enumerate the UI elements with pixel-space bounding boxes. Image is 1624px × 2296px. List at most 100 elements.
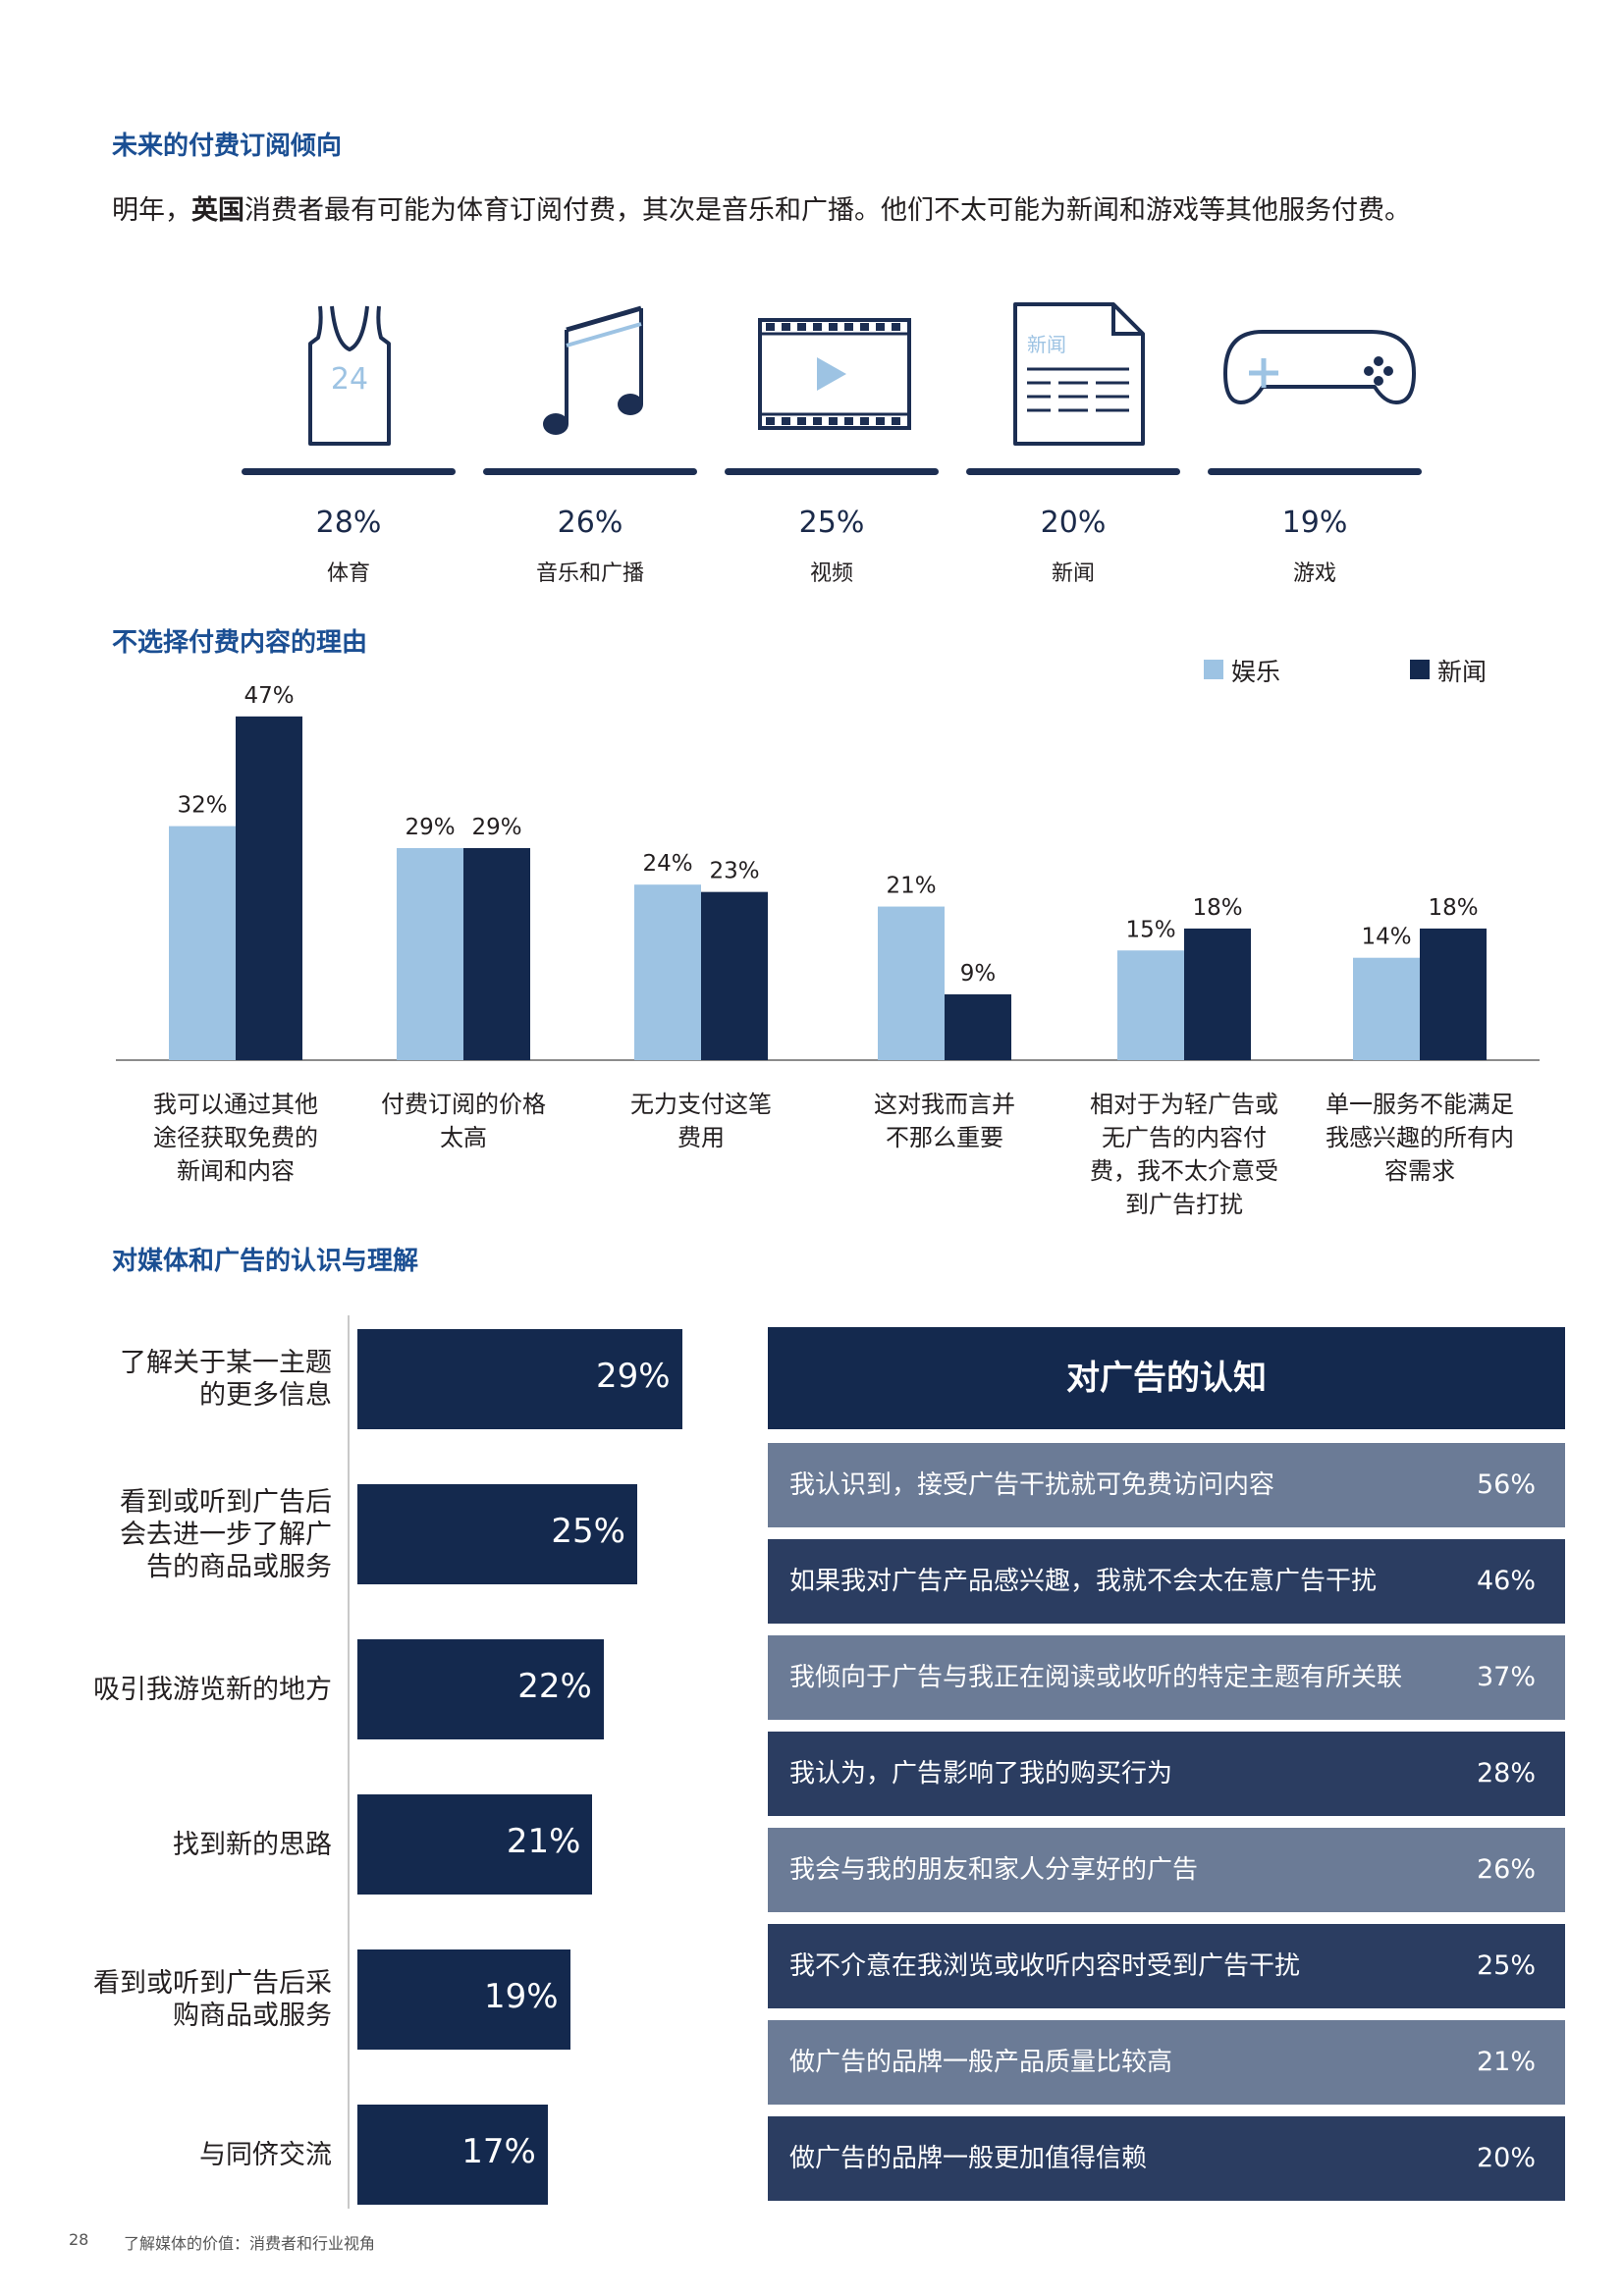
category-label-line: 到广告打扰 (1125, 1191, 1243, 1218)
game-controller-icon (1223, 294, 1420, 452)
icon-rule (483, 468, 697, 475)
section-title-perception: 对媒体和广告的认识与理解 (112, 1247, 419, 1276)
bar-value-label: 29% (471, 815, 521, 840)
icon-value-label: 20% (1040, 506, 1107, 540)
bar-news (463, 847, 530, 1060)
category-label-line: 我感兴趣的所有内 (1326, 1124, 1514, 1151)
bar-value-label: 24% (642, 851, 692, 877)
perception-statement: 做广告的品牌一般产品质量比较高 (789, 2048, 1173, 2077)
basketball-jersey-icon: 24 (259, 294, 456, 452)
icon-category-label: 视频 (809, 561, 853, 586)
icon-value-label: 25% (798, 506, 865, 540)
category-label: 付费订阅的价格 太高 (355, 1088, 571, 1154)
icon-value-label: 19% (1281, 506, 1348, 540)
category-label-line: 不那么重要 (886, 1124, 1003, 1151)
icon-rule (966, 468, 1180, 475)
video-film-icon (754, 294, 950, 452)
music-note-icon (509, 294, 705, 452)
perception-value: 20% (1476, 2143, 1536, 2173)
icon-category-label: 体育 (326, 561, 370, 586)
perception-value: 26% (1476, 1854, 1536, 1885)
hbar-category-line: 购商品或服务 (173, 2001, 332, 2031)
category-label-line: 付费订阅的价格 (381, 1091, 546, 1118)
bar-entertainment (169, 826, 236, 1060)
hbar-category-label: 与同侪交流 (199, 2139, 332, 2171)
hbar-value-label: 29% (596, 1357, 671, 1396)
section-title-reasons: 不选择付费内容的理由 (112, 628, 368, 658)
perception-statement: 做广告的品牌一般更加值得信赖 (789, 2144, 1148, 2173)
perception-statement: 我倾向于广告与我正在阅读或收听的特定主题有所关联 (789, 1663, 1403, 1692)
hbar-value-label: 17% (461, 2132, 536, 2171)
bar-entertainment (878, 906, 945, 1060)
hbar-category-line: 的更多信息 (199, 1380, 332, 1411)
bar-value-label: 47% (244, 683, 294, 709)
bar-value-label: 9% (960, 961, 997, 987)
category-label-line: 我可以通过其他 (153, 1091, 318, 1118)
bar-value-label: 18% (1192, 895, 1242, 921)
category-label: 单一服务不能满足 我感兴趣的所有内 容需求 (1312, 1088, 1528, 1188)
perception-statement: 如果我对广告产品感兴趣，我就不会太在意广告干扰 (789, 1567, 1378, 1596)
intro-text-post: 消费者最有可能为体育订阅付费，其次是音乐和广播。他们不太可能为新闻和游戏等其他服… (244, 195, 1411, 226)
hbar-category-label: 吸引我游览新的地方 (93, 1674, 332, 1706)
perception-row: 我认为，广告影响了我的购买行为 28% (768, 1732, 1565, 1816)
intro-text-pre: 明年， (112, 195, 191, 226)
perception-value: 21% (1476, 2047, 1536, 2077)
category-label-line: 容需求 (1384, 1157, 1455, 1185)
perception-value: 46% (1476, 1566, 1536, 1596)
hbar-category-line: 看到或听到广告后 (120, 1486, 332, 1518)
icon-rule (1208, 468, 1422, 475)
perception-statement: 我认识到，接受广告干扰就可免费访问内容 (789, 1470, 1275, 1500)
bar-entertainment (634, 884, 701, 1060)
hbar-category-line: 了解关于某一主题 (120, 1348, 332, 1378)
hbar-category-label: 看到或听到广告后 会去进一步了解广 告的商品或服务 (120, 1486, 332, 1583)
hbar: 22% (357, 1639, 604, 1739)
perception-value: 56% (1476, 1469, 1536, 1500)
perception-row: 我不介意在我浏览或收听内容时受到广告干扰 25% (768, 1924, 1565, 2008)
category-label: 这对我而言并 不那么重要 (837, 1088, 1053, 1154)
icon-category-label: 新闻 (1051, 561, 1095, 586)
hbar-category-label: 看到或听到广告后采 购商品或服务 (93, 1967, 332, 2032)
perception-statement: 我认为，广告影响了我的购买行为 (789, 1759, 1173, 1789)
category-label-line: 费用 (677, 1124, 725, 1151)
icon-value-label: 28% (315, 506, 382, 540)
bar-news (945, 993, 1011, 1060)
icon-category-label: 游戏 (1292, 561, 1336, 586)
intro-text-bold: 英国 (191, 195, 244, 226)
hbar-category-line: 找到新的思路 (173, 1829, 332, 1860)
legend-swatch-entertainment (1204, 660, 1223, 679)
jersey-number: 24 (331, 362, 368, 397)
hbar: 17% (357, 2105, 548, 2205)
perception-row: 我会与我的朋友和家人分享好的广告 26% (768, 1828, 1565, 1912)
perception-row: 如果我对广告产品感兴趣，我就不会太在意广告干扰 46% (768, 1539, 1565, 1624)
intro-paragraph: 明年，英国消费者最有可能为体育订阅付费，其次是音乐和广播。他们不太可能为新闻和游… (112, 188, 1411, 227)
hbar-category-line: 吸引我游览新的地方 (93, 1674, 332, 1705)
hbar-value-label: 21% (506, 1822, 581, 1861)
hbar-category-line: 告的商品或服务 (146, 1551, 332, 1582)
perception-statement: 我会与我的朋友和家人分享好的广告 (789, 1855, 1199, 1885)
hbar: 19% (357, 1949, 570, 2050)
perception-row: 做广告的品牌一般更加值得信赖 20% (768, 2116, 1565, 2201)
category-label-line: 无力支付这笔 (630, 1091, 772, 1118)
bar-value-label: 21% (886, 874, 936, 899)
hbar-category-line: 看到或听到广告后采 (93, 1968, 332, 1999)
hbar-category-line: 与同侪交流 (199, 2139, 332, 2170)
hbar: 29% (357, 1329, 682, 1429)
bar-news (701, 891, 768, 1060)
category-label-line: 费，我不太介意受 (1090, 1157, 1278, 1185)
footer-title: 了解媒体的价值：消费者和行业视角 (124, 2234, 376, 2253)
bar-value-label: 23% (709, 859, 759, 884)
hbar: 25% (357, 1484, 637, 1584)
reasons-bar-chart: 32% 47% 29% 29% 24% 23% 21% 9% 15% 18% 14% 18% (116, 683, 1540, 1061)
perception-value: 37% (1476, 1662, 1536, 1692)
hbar-value-label: 25% (551, 1512, 625, 1551)
icon-rule (725, 468, 939, 475)
ad-perception-header: 对广告的认知 (768, 1327, 1565, 1429)
perception-value: 28% (1476, 1758, 1536, 1789)
category-label-line: 太高 (440, 1124, 487, 1151)
bar-value-label: 14% (1361, 925, 1411, 950)
category-label: 无力支付这笔 费用 (593, 1088, 809, 1154)
category-label: 相对于为轻广告或 无广告的内容付 费，我不太介意受 到广告打扰 (1076, 1088, 1292, 1221)
bar-news (1420, 928, 1487, 1060)
legend-label-news: 新闻 (1437, 658, 1488, 686)
bar-entertainment (1353, 957, 1420, 1060)
